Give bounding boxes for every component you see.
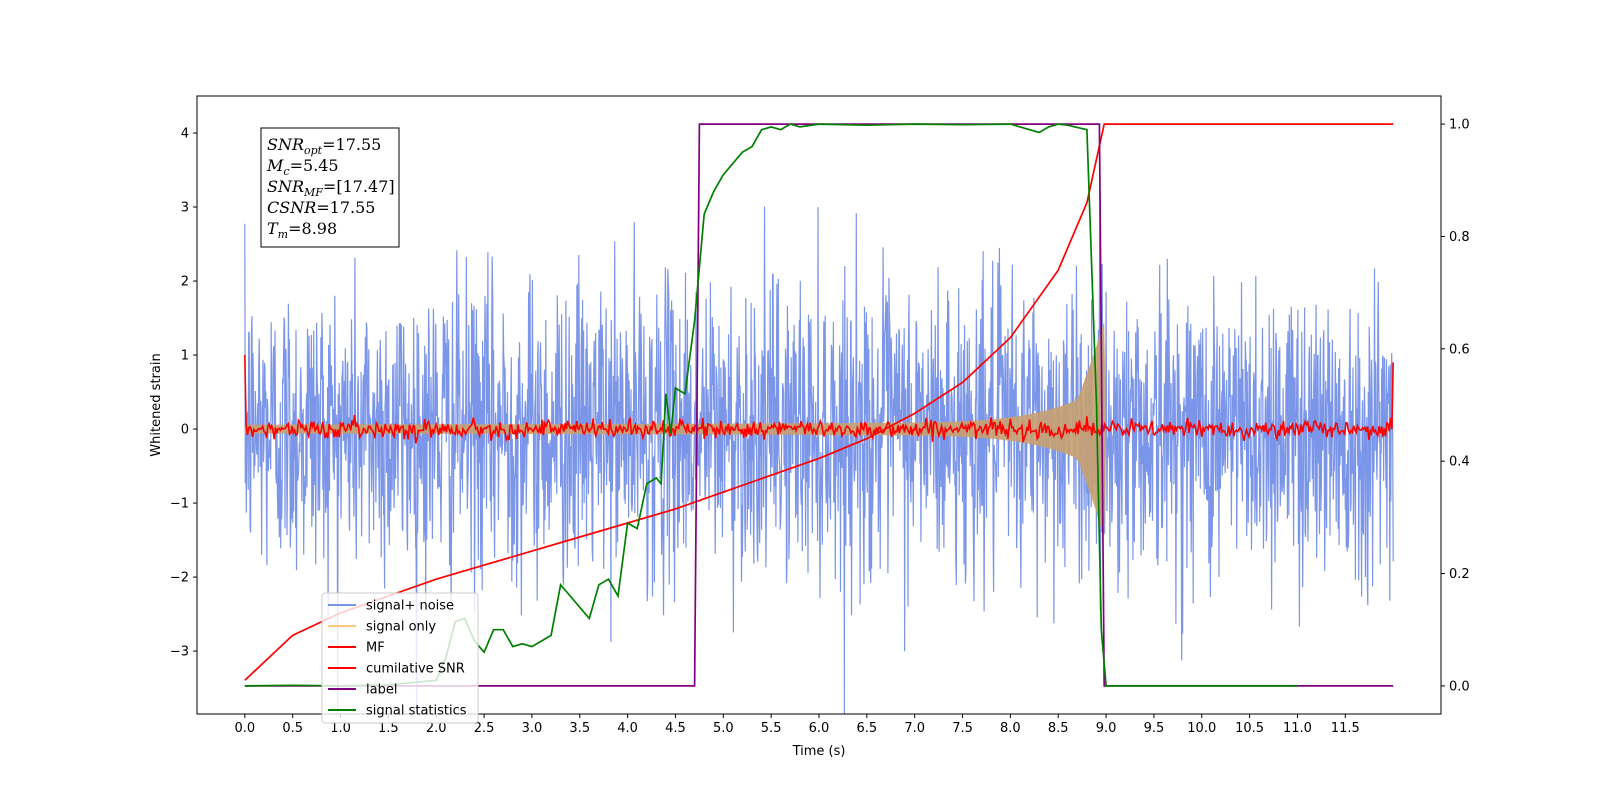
legend-item-label: signal+ noise	[366, 599, 454, 614]
x-tick-label: 1.5	[378, 721, 399, 736]
x-tick-label: 3.0	[522, 721, 543, 736]
y-axis: −3 −2 −1 0 1 2 3 4	[170, 127, 197, 660]
x-tick-label: 8.5	[1048, 721, 1069, 736]
series-mf-line	[244, 354, 1394, 444]
y-tick-label: 0	[181, 423, 189, 438]
y-tick-label: 2	[181, 275, 189, 290]
y2-tick-label: 1.0	[1449, 118, 1470, 133]
x-tick-label: 9.0	[1096, 721, 1117, 736]
y-tick-label: −1	[170, 497, 189, 512]
annotation-line: CSNR=17.55	[267, 198, 375, 217]
x-tick-label: 5.0	[713, 721, 734, 736]
series-cumulative-snr-line	[244, 123, 1394, 681]
y-tick-label: 3	[181, 201, 189, 216]
x-axis: 0.0 0.5 1.0 1.5 2.0 2.5 3.0 3.5 4.0 4.5 5.0 5.5 6.0 6…	[235, 714, 1360, 736]
legend: signal+ noise signal only MF cumilative SNR…	[321, 592, 479, 724]
annotation-line: Mc=5.45	[266, 156, 339, 178]
annotation-frame	[260, 127, 400, 248]
x-axis-label: Time (s)	[792, 744, 846, 759]
y2-tick-label: 0.8	[1449, 230, 1470, 245]
plot-area	[244, 123, 1394, 714]
x-tick-label: 0.5	[282, 721, 303, 736]
annotation-box: SNRopt=17.55Mc=5.45SNRMF=[17.47]CSNR=17.…	[260, 127, 400, 248]
x-tick-label: 9.5	[1144, 721, 1165, 736]
y-tick-label: −2	[170, 571, 189, 586]
legend-item-label: cumilative SNR	[366, 662, 465, 677]
y-tick-label: −3	[170, 645, 189, 660]
series-signal-noise-line	[244, 175, 1394, 714]
x-tick-label: 10.5	[1235, 721, 1264, 736]
x-tick-label: 3.5	[569, 721, 590, 736]
y2-tick-label: 0.6	[1449, 342, 1470, 357]
legend-item-label: signal statistics	[366, 704, 467, 719]
x-tick-label: 8.0	[1000, 721, 1021, 736]
x-tick-label: 11.0	[1283, 721, 1312, 736]
x-tick-label: 4.0	[617, 721, 638, 736]
x-tick-label: 2.0	[426, 721, 447, 736]
x-tick-label: 5.5	[761, 721, 782, 736]
y-tick-label: 4	[181, 127, 189, 142]
x-tick-label: 11.5	[1331, 721, 1360, 736]
legend-item-label: MF	[366, 641, 385, 656]
series-signal-statistics-line	[244, 123, 1298, 687]
y2-tick-label: 0.2	[1449, 567, 1470, 582]
y-axis-label: Whitened strain	[149, 353, 164, 456]
x-tick-label: 4.5	[665, 721, 686, 736]
annotation-line: Tm=8.98	[267, 219, 337, 241]
y2-axis-right: 0.0 0.2 0.4 0.6 0.8 1.0	[1441, 118, 1470, 694]
annotation-line: SNRMF=[17.47]	[267, 177, 395, 199]
x-tick-label: 0.0	[235, 721, 256, 736]
x-tick-label: 7.0	[904, 721, 925, 736]
y2-tick-label: 0.0	[1449, 679, 1470, 694]
legend-item-label: signal only	[366, 620, 436, 635]
x-tick-label: 7.5	[952, 721, 973, 736]
x-tick-label: 6.0	[809, 721, 830, 736]
y2-tick-label: 0.4	[1449, 455, 1470, 470]
x-tick-label: 10.0	[1187, 721, 1216, 736]
x-tick-label: 2.5	[474, 721, 495, 736]
x-tick-label: 6.5	[857, 721, 878, 736]
x-tick-label: 1.0	[330, 721, 351, 736]
y-tick-label: 1	[181, 349, 189, 364]
annotation-line: SNRopt=17.55	[267, 135, 381, 157]
legend-item-label: label	[366, 683, 397, 698]
legend-frame	[321, 592, 479, 724]
